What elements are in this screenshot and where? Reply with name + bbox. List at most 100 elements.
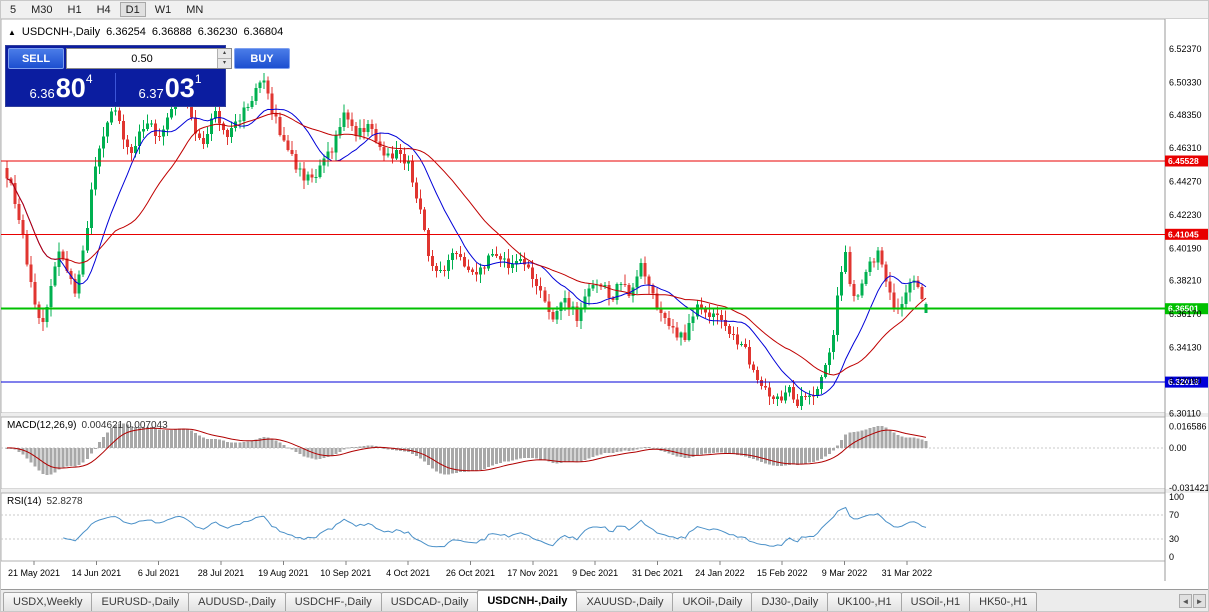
svg-text:17 Nov 2021: 17 Nov 2021 <box>507 568 558 578</box>
timeframe-button-h4[interactable]: H4 <box>96 4 111 16</box>
chart-tab-ukoil-daily[interactable]: UKOil-,Daily <box>672 592 753 611</box>
sell-price-pip-digit: 4 <box>85 72 93 86</box>
macd-panel <box>1 416 1166 490</box>
chart-tab-usdx-weekly[interactable]: USDX,Weekly <box>3 592 93 611</box>
tab-scroll-controls: ◄ ► <box>1179 593 1208 608</box>
chart-tab-bar: USDX,Weekly EURUSD-,Daily AUDUSD-,Daily USD… <box>1 589 1208 611</box>
svg-text:6.38210: 6.38210 <box>1169 276 1202 286</box>
svg-text:21 May 2021: 21 May 2021 <box>8 568 60 578</box>
chart-symbol-label: USDCNH-,Daily <box>21 26 101 38</box>
date-axis: 21 May 2021 14 Jun 2021 6 Jul 2021 28 Jul 2… <box>8 561 932 578</box>
timeframe-button-5[interactable]: 5 <box>10 4 17 16</box>
sell-price-big-digits: 80 <box>55 72 86 103</box>
price-axis-badges: 6.45528 6.41045 6.36501 6.32018 <box>1165 155 1208 388</box>
macd-signal-line <box>7 427 927 472</box>
volume-stepper[interactable]: ▴ ▾ <box>66 48 232 69</box>
buy-price-pip-digit: 1 <box>194 72 202 86</box>
buy-button[interactable]: BUY <box>234 48 290 69</box>
timeframe-button-h1[interactable]: H1 <box>67 4 82 16</box>
chart-tab-xauusd-daily[interactable]: XAUUSD-,Daily <box>576 592 674 611</box>
macd-name: MACD(12,26,9) <box>7 420 77 431</box>
svg-text:-0.031421: -0.031421 <box>1169 483 1209 493</box>
panel-splitter <box>1 413 1208 417</box>
svg-text:6.52370: 6.52370 <box>1169 44 1202 54</box>
chart-tab-uk100-h1[interactable]: UK100-,H1 <box>827 592 902 611</box>
buy-price-big-digits: 03 <box>164 72 195 103</box>
chart-tab-hk50-h1[interactable]: HK50-,H1 <box>969 592 1038 611</box>
timeframe-toolbar: 5 M30 H1 H4 D1 W1 MN <box>1 1 1208 19</box>
svg-text:0.016586: 0.016586 <box>1169 422 1207 432</box>
svg-text:24 Jan 2022: 24 Jan 2022 <box>695 568 745 578</box>
candles-layer <box>5 73 928 410</box>
price-divider <box>115 73 116 102</box>
volume-input[interactable] <box>67 49 217 68</box>
svg-text:30: 30 <box>1169 534 1179 544</box>
sell-price-prefix: 6.36 <box>29 86 55 101</box>
timeframe-button-w1[interactable]: W1 <box>154 4 172 16</box>
svg-text:28 Jul 2021: 28 Jul 2021 <box>198 568 245 578</box>
svg-text:26 Oct 2021: 26 Oct 2021 <box>446 568 495 578</box>
svg-text:6.34130: 6.34130 <box>1169 343 1202 353</box>
timeframe-button-mn[interactable]: MN <box>186 4 204 16</box>
svg-text:6.46310: 6.46310 <box>1169 143 1202 153</box>
svg-text:31 Mar 2022: 31 Mar 2022 <box>882 568 933 578</box>
price-axis: 6.52370 6.50330 6.48350 6.46310 6.44270 6.422… <box>1169 44 1202 418</box>
chart-tab-eurusd-daily[interactable]: EURUSD-,Daily <box>91 592 190 611</box>
svg-text:6.36501: 6.36501 <box>1168 304 1199 314</box>
buy-price-quote[interactable]: 6.37 03 1 <box>117 71 223 104</box>
chart-tab-usdchf-daily[interactable]: USDCHF-,Daily <box>284 592 382 611</box>
sell-button[interactable]: SELL <box>8 48 64 69</box>
rsi-axis: 100 70 30 0 <box>1169 492 1184 562</box>
svg-text:15 Feb 2022: 15 Feb 2022 <box>757 568 808 578</box>
macd-axis: 0.016586 0.00 -0.031421 <box>1169 422 1209 493</box>
volume-spin-buttons[interactable]: ▴ ▾ <box>217 49 231 68</box>
collapse-arrow-icon[interactable]: ▲ <box>8 27 16 37</box>
svg-text:6 Jul 2021: 6 Jul 2021 <box>138 568 180 578</box>
ohlc-low: 6.36230 <box>197 26 238 38</box>
chart-tab-audusd-daily[interactable]: AUDUSD-,Daily <box>188 592 286 611</box>
rsi-indicator-label: RSI(14) 52.8278 <box>7 496 83 507</box>
volume-up-icon[interactable]: ▴ <box>218 49 231 59</box>
buy-price-prefix: 6.37 <box>138 86 164 101</box>
rsi-value: 52.8278 <box>46 496 83 507</box>
price-label-badge <box>1165 155 1208 167</box>
chart-svg[interactable]: 6.45528 6.41045 6.36501 6.32018 6.52370 6.503… <box>1 19 1209 581</box>
sell-price-quote[interactable]: 6.36 80 4 <box>8 71 114 104</box>
timeframe-button-d1[interactable]: D1 <box>119 2 146 17</box>
svg-text:0: 0 <box>1169 552 1174 562</box>
volume-down-icon[interactable]: ▾ <box>218 59 231 68</box>
tab-scroll-right-icon[interactable]: ► <box>1193 593 1206 608</box>
one-click-trading-panel: SELL ▴ ▾ BUY 6.36 80 4 6.37 03 1 <box>5 45 290 107</box>
rsi-panel <box>1 492 1166 562</box>
svg-text:6.32018: 6.32018 <box>1168 377 1199 387</box>
chart-tab-usdcad-daily[interactable]: USDCAD-,Daily <box>380 592 479 611</box>
rsi-name: RSI(14) <box>7 496 42 507</box>
ohlc-high: 6.36888 <box>151 26 192 38</box>
svg-text:19 Aug 2021: 19 Aug 2021 <box>258 568 309 578</box>
svg-text:6.50330: 6.50330 <box>1169 77 1202 87</box>
horizontal-level-lines[interactable] <box>1 160 1165 383</box>
price-label-badge <box>1165 228 1208 240</box>
macd-indicator-label: MACD(12,26,9) 0.004621 0.007043 <box>7 420 168 431</box>
svg-text:4 Oct 2021: 4 Oct 2021 <box>386 568 430 578</box>
rsi-line <box>63 506 927 548</box>
svg-text:0.00: 0.00 <box>1169 443 1187 453</box>
svg-text:31 Dec 2021: 31 Dec 2021 <box>632 568 683 578</box>
chart-tab-dj30-daily[interactable]: DJ30-,Daily <box>751 592 829 611</box>
timeframe-button-m30[interactable]: M30 <box>31 4 53 16</box>
svg-text:6.42230: 6.42230 <box>1169 210 1202 220</box>
chart-tab-usdcnh-daily[interactable]: USDCNH-,Daily <box>477 590 578 611</box>
svg-text:6.45528: 6.45528 <box>1168 156 1199 166</box>
ma-slow-line <box>6 112 927 376</box>
ohlc-close: 6.36804 <box>243 26 284 38</box>
price-label-badge <box>1165 303 1208 315</box>
macd-values: 0.004621 0.007043 <box>81 420 168 431</box>
tab-scroll-left-icon[interactable]: ◄ <box>1179 593 1192 608</box>
svg-text:6.32090: 6.32090 <box>1169 376 1202 386</box>
ohlc-open: 6.36254 <box>106 26 146 38</box>
chart-tab-usoil-h1[interactable]: USOil-,H1 <box>900 592 971 611</box>
svg-text:9 Dec 2021: 9 Dec 2021 <box>572 568 618 578</box>
svg-text:70: 70 <box>1169 510 1179 520</box>
svg-text:10 Sep 2021: 10 Sep 2021 <box>320 568 371 578</box>
